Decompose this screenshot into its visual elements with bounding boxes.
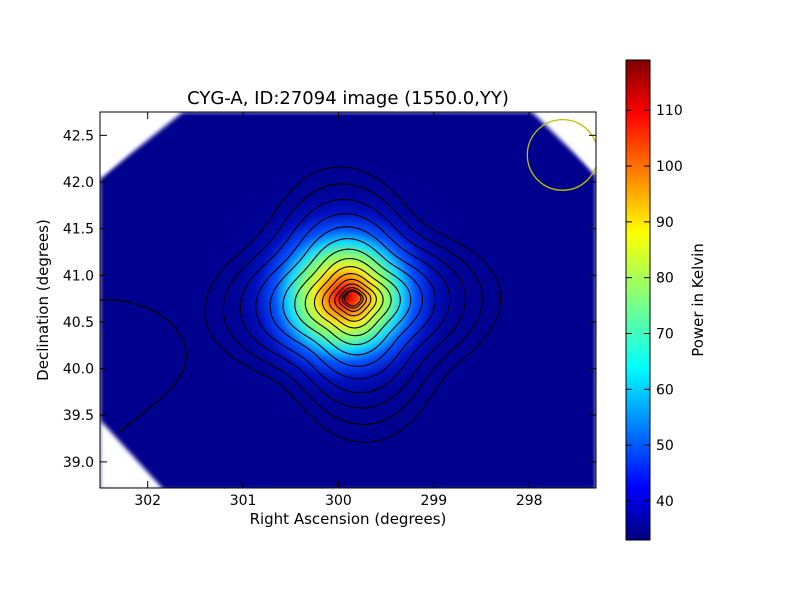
colorbar-tick-label: 100 [656,159,683,175]
x-tick-label: 298 [516,493,543,509]
colorbar-tick-label: 60 [656,382,674,398]
x-tick-label: 299 [420,493,447,509]
colorbar-tick-label: 50 [656,438,674,454]
y-tick-label: 40.0 [63,362,94,378]
y-tick-label: 41.5 [63,222,94,238]
y-axis-label: Declination (degrees) [34,219,52,381]
x-axis-ticks: 302 301 300 299 298 [134,112,543,509]
contour-line [341,289,364,309]
colorbar-tick-label: 40 [656,494,674,510]
contour-line [343,290,362,307]
colorbar-ticks: 40 50 60 70 80 90 100 110 [626,103,683,510]
y-tick-label: 39.5 [63,408,94,424]
y-axis-ticks: 39.0 39.5 40.0 40.5 41.0 41.5 42.0 42.5 [63,128,596,471]
plot-area [100,112,596,488]
map-corner-top-right [545,112,596,176]
x-tick-label: 300 [325,493,352,509]
contour-line [204,166,502,444]
x-axis-label: Right Ascension (degrees) [250,510,447,528]
colorbar-tick-label: 70 [656,326,674,342]
plot-frame [99,111,597,489]
x-tick-label: 301 [230,493,257,509]
contour-line [338,287,367,312]
contour-line [269,226,436,380]
beam-circle [526,118,596,191]
y-tick-label: 42.5 [63,128,94,144]
y-tick-label: 39.0 [63,455,94,471]
y-tick-label: 40.5 [63,315,94,331]
contour-line [222,183,483,426]
map-corner-bottom-left [100,420,163,488]
contour-line [321,273,384,329]
contour-line [334,283,372,317]
colorbar [625,59,651,541]
contour-line [328,278,377,322]
colorbar-label: Power in Kelvin [689,243,707,357]
contour-line [304,257,401,346]
contour-line [239,198,466,409]
colorbar-tick-label: 110 [656,103,683,119]
colorbar-tick-label: 90 [656,215,674,231]
y-tick-label: 42.0 [63,175,94,191]
contour-lines [204,166,502,444]
contour-line [294,248,412,356]
contour-line [282,237,423,367]
contour-line [255,213,451,394]
contour-line [313,266,392,337]
colorbar-tick-label: 80 [656,271,674,287]
chart-title: CYG-A, ID:27094 image (1550.0,YY) [187,88,509,109]
x-tick-label: 302 [134,493,161,509]
map-corner-bottom-left-2 [100,112,170,178]
contour-left-edge [100,299,187,434]
y-tick-label: 41.0 [63,268,94,284]
